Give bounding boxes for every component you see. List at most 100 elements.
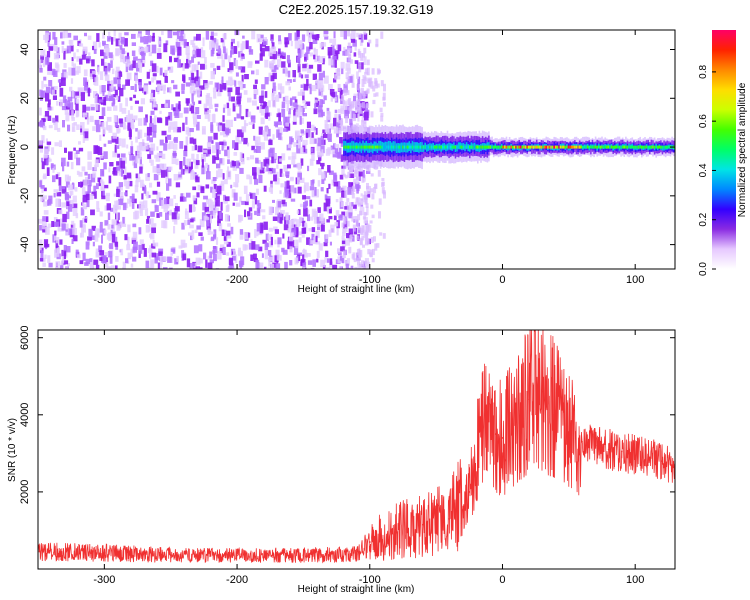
spectrogram-cell xyxy=(357,202,361,207)
spectrogram-cell xyxy=(364,260,368,264)
spectrogram-cell xyxy=(297,56,301,63)
spectrogram-cell xyxy=(99,250,105,256)
spectrogram-cell xyxy=(191,83,196,91)
spectrogram-cell xyxy=(335,210,340,216)
spectrogram-cell xyxy=(492,145,495,149)
spectrogram-cell xyxy=(457,145,460,149)
spectrogram-cell xyxy=(354,182,360,189)
spectrogram-cell xyxy=(146,71,150,79)
spectrogram-cell xyxy=(211,145,216,154)
spectrogram-cell xyxy=(213,184,217,192)
spectrogram-cell xyxy=(342,250,346,259)
spectrogram-cell xyxy=(145,260,150,269)
spectrogram-cell xyxy=(113,105,118,111)
spectrogram-cell xyxy=(270,34,274,41)
spectrogram-cell xyxy=(46,141,52,145)
spectrogram-cell xyxy=(66,45,72,54)
spectrogram-cell xyxy=(39,225,43,231)
spectrogram-cell xyxy=(60,31,66,39)
spectrogram-cell xyxy=(264,126,269,135)
spectrogram-cell xyxy=(286,180,290,189)
spectrogram-cell xyxy=(217,220,221,226)
spectrogram-cell xyxy=(297,91,303,96)
spectrogram-cell xyxy=(232,140,236,149)
spectrogram-cell xyxy=(66,201,70,206)
spectrogram-cell xyxy=(202,128,206,134)
spectrogram-cell xyxy=(226,252,230,256)
spectrogram-cell xyxy=(113,115,118,124)
spectrogram-cell xyxy=(126,183,130,189)
spectrogram-cell xyxy=(609,145,611,149)
spectrogram-cell xyxy=(293,164,299,168)
spectrogram-cell xyxy=(168,112,173,121)
spectrogram-cell xyxy=(334,74,338,80)
spectrogram-cell xyxy=(356,186,359,194)
spectrogram-frame xyxy=(37,29,676,270)
spectrogram-cell xyxy=(575,145,578,149)
spectrogram-cell xyxy=(318,155,322,161)
spectrogram-cell xyxy=(639,145,641,149)
spectrogram-cell xyxy=(500,145,503,149)
spectrogram-cell xyxy=(221,143,224,151)
spectrogram-cell xyxy=(345,116,349,124)
spectrogram-cell xyxy=(333,78,337,83)
spectrogram-cell xyxy=(167,115,171,120)
spectrogram-cell xyxy=(206,218,210,227)
spectrogram-cell xyxy=(382,233,386,239)
spectrogram-cell xyxy=(93,91,98,98)
spectrogram-cell xyxy=(67,96,73,102)
spectrogram-cell xyxy=(574,145,576,149)
spectrogram-cell xyxy=(54,37,58,46)
spectrogram-cell xyxy=(148,194,151,198)
spectrogram-cell xyxy=(171,212,177,220)
spectrogram-cell xyxy=(325,250,329,257)
spectrogram-cell xyxy=(107,80,110,85)
spectrogram-cell xyxy=(133,94,136,99)
spectrogram-cell xyxy=(98,42,101,48)
spectrogram-cell xyxy=(137,60,141,65)
spectrogram-cell xyxy=(248,121,254,125)
spectrogram-cell xyxy=(281,173,285,177)
spectrogram-cell xyxy=(201,153,206,162)
spectrogram-cell xyxy=(62,213,67,223)
spectrogram-cell xyxy=(329,89,335,95)
spectrogram-cell xyxy=(87,87,91,97)
spectrogram-cell xyxy=(51,221,55,227)
spectrogram-cell xyxy=(309,42,313,50)
spectrogram-cell xyxy=(130,146,134,154)
spectrogram-cell xyxy=(355,219,359,228)
spectrogram-cell xyxy=(235,135,240,142)
spectrogram-cell xyxy=(132,160,135,166)
spectrogram-cell xyxy=(328,170,334,175)
spectrogram-cell xyxy=(41,135,45,144)
spectrogram-cell xyxy=(292,121,297,125)
spectrogram-cell xyxy=(365,225,369,232)
spectrogram-cell xyxy=(316,250,320,258)
spectrogram-cell xyxy=(126,244,131,251)
spectrogram-cell xyxy=(68,228,74,236)
spectrogram-cell xyxy=(61,41,65,45)
spectrogram-cell xyxy=(480,145,482,149)
spectrogram-cell xyxy=(318,56,324,63)
spectrogram-cell xyxy=(614,145,616,149)
spectrogram-cell xyxy=(92,241,95,247)
spectrogram-cell xyxy=(105,94,110,101)
spectrogram-cell xyxy=(91,191,95,196)
spectrogram-cell xyxy=(351,235,355,242)
spectrogram-cell xyxy=(360,53,364,61)
spectrogram-cell xyxy=(97,67,100,75)
spectrogram-cell xyxy=(363,56,367,65)
spectrogram-cell xyxy=(161,220,166,228)
spectrogram-cell xyxy=(53,86,58,90)
spectrogram-cell xyxy=(599,145,602,149)
spectrogram-cell xyxy=(228,257,233,266)
spectrogram-cell xyxy=(258,202,262,209)
spectrogram-cell xyxy=(283,224,289,231)
spectrogram-cell xyxy=(287,143,292,148)
spectrogram-y-axis-label: Frequency (Hz) xyxy=(7,116,18,185)
spectrogram-cell xyxy=(277,83,283,90)
spectrogram-cell xyxy=(45,86,51,94)
spectrogram-cell xyxy=(157,83,161,91)
spectrogram-cell xyxy=(230,226,234,235)
spectrogram-cell xyxy=(65,112,70,122)
